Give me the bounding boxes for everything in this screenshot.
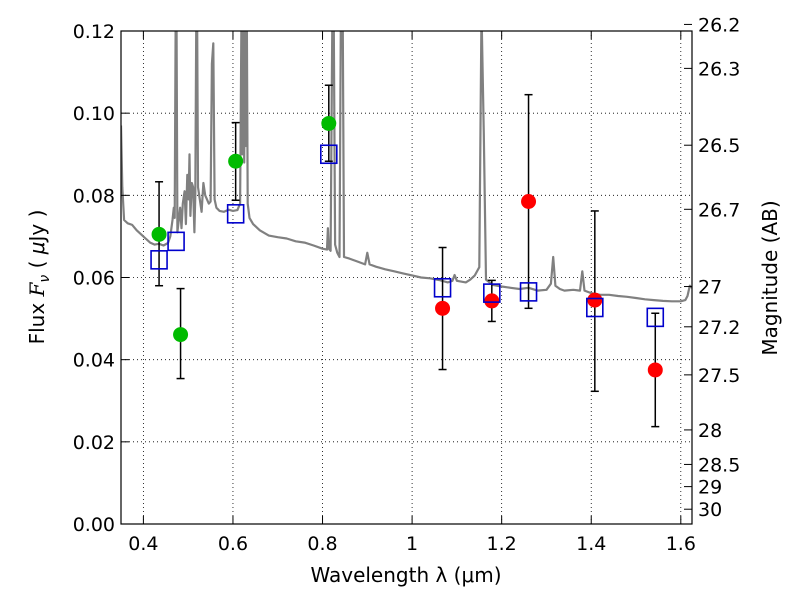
model-square-point: [433, 277, 452, 298]
model-square-point: [519, 282, 538, 302]
y2-tick-label: 26.2: [698, 14, 740, 36]
y-axis-title-symbol: F: [25, 281, 49, 297]
y-tick-label: 0.12: [73, 21, 115, 43]
model-square-point: [646, 307, 665, 328]
model-square-point: [167, 231, 185, 252]
y-tick-label: 0.00: [73, 514, 115, 536]
y-axis-title: Flux Fν ( μJy ): [25, 210, 53, 345]
y2-axis-title: Magnitude (AB): [758, 200, 782, 355]
x-tick-label: 0.6: [218, 533, 248, 555]
green-data-point: [173, 327, 189, 343]
x-tick-label: 1: [406, 533, 418, 555]
model-square-point: [319, 144, 338, 165]
x-tick-label: 0.8: [307, 533, 337, 555]
green-data-point: [151, 226, 167, 242]
model-square-point: [150, 250, 168, 270]
axis-ticks: [121, 23, 692, 525]
y2-tick-label: 27.2: [698, 317, 740, 339]
y-tick-label: 0.04: [73, 350, 115, 372]
y-axis-title-lead: Flux: [25, 296, 49, 344]
model-square-point: [586, 297, 604, 318]
y-tick-label: 0.08: [73, 185, 115, 207]
y2-tick-label: 27: [698, 277, 722, 299]
model-spectrum-line: [121, 31, 692, 303]
y2-tick-label: 28.5: [698, 454, 740, 476]
green-data-point: [321, 115, 337, 131]
x-tick-label: 1.6: [666, 533, 696, 555]
red-data-point: [521, 193, 537, 209]
x-tick-label: 1.4: [576, 533, 606, 555]
model-spectrum-layer: [121, 31, 692, 303]
red-data-point: [587, 292, 603, 308]
red-data-point: [647, 362, 663, 378]
x-tick-label: 1.2: [487, 533, 517, 555]
y-axis-title-mu: μ: [25, 241, 49, 255]
red-data-point: [484, 293, 500, 309]
y-tick-label: 0.06: [73, 268, 115, 290]
y-axis-title-subscript: ν: [37, 275, 53, 283]
y2-tick-label: 28: [698, 420, 722, 442]
y-axis-title-paren: (: [25, 254, 49, 275]
x-axis-title: Wavelength λ (μm): [310, 563, 501, 587]
y-tick-label: 0.02: [73, 432, 115, 454]
y2-tick-label: 26.3: [698, 58, 740, 80]
y2-tick-label: 26.5: [698, 135, 740, 157]
model-square-point: [483, 283, 501, 303]
y-tick-label: 0.10: [73, 103, 115, 125]
y2-tick-label: 26.7: [698, 199, 740, 221]
tick-labels: 0.4 0.6 0.8 1 1.2 1.4 1.6 0.00 0.02 0.04 0.06 0.08 0…: [73, 14, 741, 555]
green-data-point: [228, 153, 244, 169]
y2-tick-label: 29: [698, 477, 722, 499]
red-data-point: [435, 300, 451, 316]
y-axis-title-unit: Jy ): [25, 210, 49, 244]
model-square-point: [226, 204, 245, 224]
y2-tick-label: 27.5: [698, 365, 740, 387]
data-points: [150, 115, 665, 378]
x-tick-label: 0.4: [128, 533, 158, 555]
y2-tick-label: 30: [698, 499, 722, 521]
